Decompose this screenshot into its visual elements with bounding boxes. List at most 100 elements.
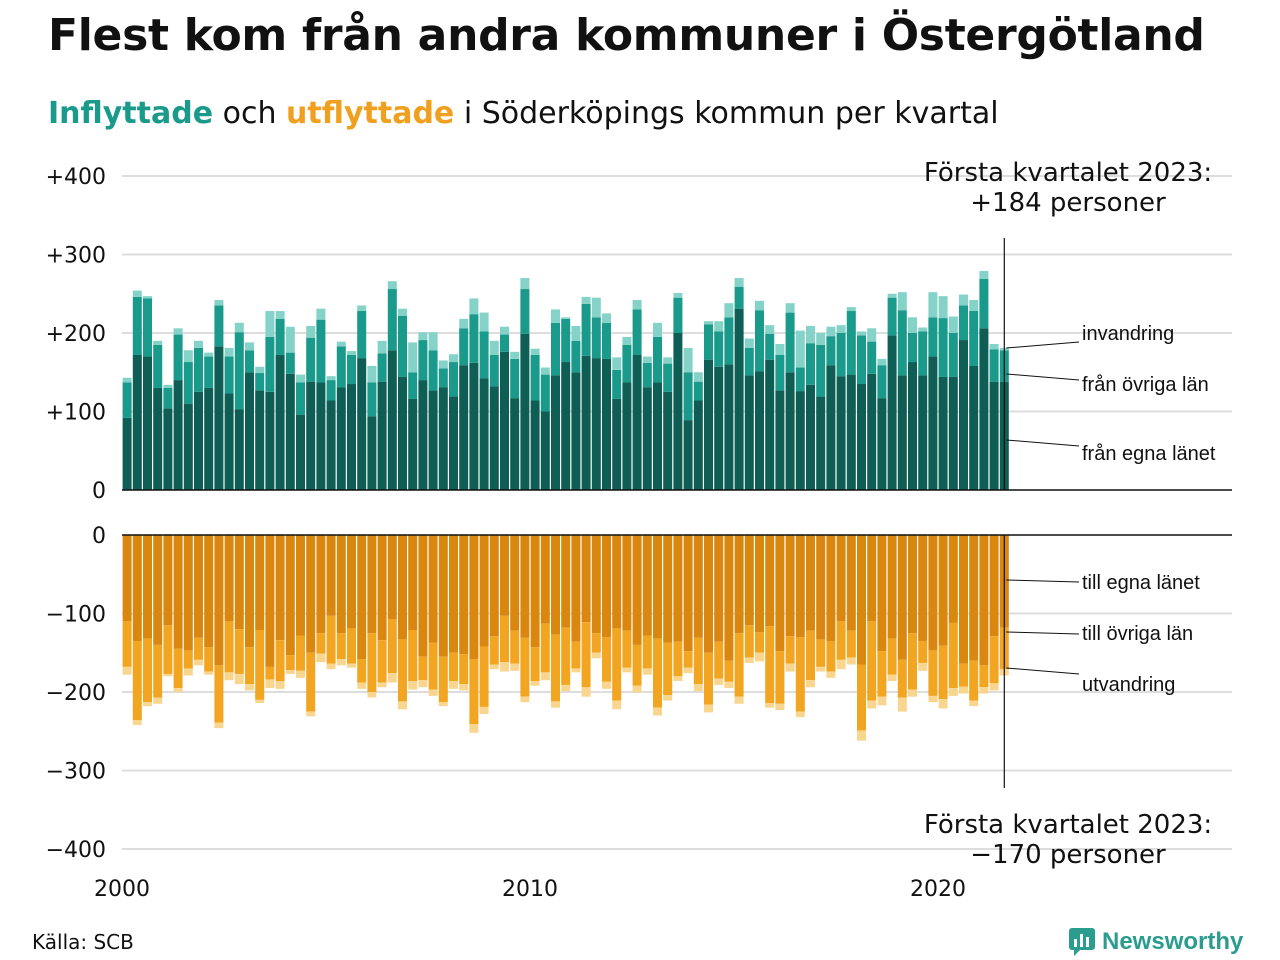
outflow-bar (969, 660, 979, 701)
outflow-bar (204, 647, 214, 672)
inflow-bar (928, 356, 938, 490)
inflow-bar (918, 331, 928, 376)
inflow-bar (959, 340, 968, 490)
outflow-bar (520, 696, 530, 703)
outflow-bar (500, 662, 509, 672)
inflow-bar (591, 317, 601, 359)
inflow-bar (857, 384, 866, 490)
inflow-bar (408, 372, 418, 399)
outflow-bar (398, 535, 407, 640)
outflow-bar (683, 667, 693, 674)
y-tick-label-top: +400 (46, 165, 106, 190)
inflow-bar (816, 344, 826, 397)
outflow-bar (520, 535, 530, 638)
inflow-bar (520, 333, 530, 490)
newsworthy-chart-icon (1069, 928, 1095, 956)
outflow-bar (183, 668, 193, 676)
inflow-bar (846, 311, 856, 375)
outflow-bar (591, 535, 601, 634)
inflow-bar (234, 332, 244, 410)
outflow-bar (194, 535, 203, 638)
outflow-bar (275, 640, 285, 682)
outflow-bar (653, 638, 662, 708)
outflow-bar (316, 653, 326, 663)
outflow-bar (836, 659, 846, 670)
inflow-bar (122, 382, 132, 418)
outflow-bar (938, 699, 948, 709)
y-tick-label-bottom: −400 (46, 838, 106, 863)
inflow-bar (489, 354, 499, 387)
outflow-bar (418, 680, 428, 688)
outflow-bar (336, 659, 346, 666)
inflow-bar (551, 309, 560, 323)
outflow-bar (265, 679, 275, 689)
inflow-bar (765, 359, 775, 490)
outflow-bar (704, 652, 713, 705)
inflow-bar (520, 289, 530, 334)
outflow-bar (540, 672, 550, 681)
inflow-bar (632, 300, 642, 310)
inflow-bar (438, 387, 448, 490)
inflow-bar (438, 360, 448, 369)
inflow-bar (316, 308, 326, 320)
inflow-bar (816, 333, 826, 345)
annotation-top-line2: +184 personer (970, 188, 1166, 218)
outflow-bar (877, 651, 887, 697)
inflow-bar (867, 373, 877, 490)
inflow-bar (826, 326, 836, 337)
inflow-bar (357, 311, 367, 359)
inflow-bar (387, 281, 397, 290)
outflow-bar (826, 535, 836, 641)
inflow-bar (836, 333, 846, 377)
series-label-leader-bottom (1006, 631, 1080, 635)
inflow-bar (459, 328, 469, 366)
outflow-bar (234, 673, 244, 685)
series-label-bottom: utvandring (1082, 674, 1175, 696)
inflow-bar (500, 334, 509, 352)
inflow-bar (306, 381, 316, 490)
inflow-bar (632, 309, 642, 355)
inflow-bar (143, 356, 152, 490)
inflow-bar (928, 292, 938, 318)
inflow-bar (928, 317, 938, 357)
inflow-bar (469, 362, 479, 490)
inflow-bar (275, 311, 285, 319)
inflow-bar (683, 372, 693, 421)
inflow-bar (428, 390, 438, 490)
series-label-bottom: till egna länet (1082, 572, 1200, 594)
inflow-bar (132, 296, 142, 355)
inflow-bar (255, 390, 265, 490)
outflow-bar (857, 730, 866, 741)
outflow-bar (306, 535, 316, 653)
outflow-bar (489, 535, 499, 637)
inflow-bar (387, 289, 397, 351)
outflow-bar (979, 665, 989, 688)
outflow-bar (204, 671, 214, 675)
outflow-bar (326, 663, 336, 670)
outflow-bar (214, 722, 224, 729)
outflow-bar (132, 535, 142, 641)
inflow-bar (510, 398, 520, 490)
inflow-bar (714, 321, 724, 332)
outflow-bar (153, 697, 163, 704)
outflow-bar (918, 640, 928, 663)
inflow-bar (979, 278, 989, 329)
inflow-bar (887, 297, 897, 336)
outflow-bar (336, 633, 346, 660)
outflow-bar (857, 664, 866, 731)
outflow-bar (622, 667, 632, 673)
outflow-bar (275, 681, 285, 689)
outflow-bar (826, 671, 836, 678)
outflow-bar (336, 535, 346, 634)
subtitle-out-word: utflyttade (286, 96, 455, 131)
outflow-bar (245, 535, 254, 648)
outflow-bar (948, 535, 958, 623)
inflow-bar (245, 350, 254, 373)
outflow-bar (316, 535, 326, 634)
outflow-bar (632, 535, 642, 645)
y-tick-label-top: +100 (46, 401, 106, 426)
outflow-bar (296, 635, 305, 671)
outflow-bar (867, 621, 877, 701)
outflow-bar (938, 645, 948, 700)
inflow-bar (459, 365, 469, 490)
